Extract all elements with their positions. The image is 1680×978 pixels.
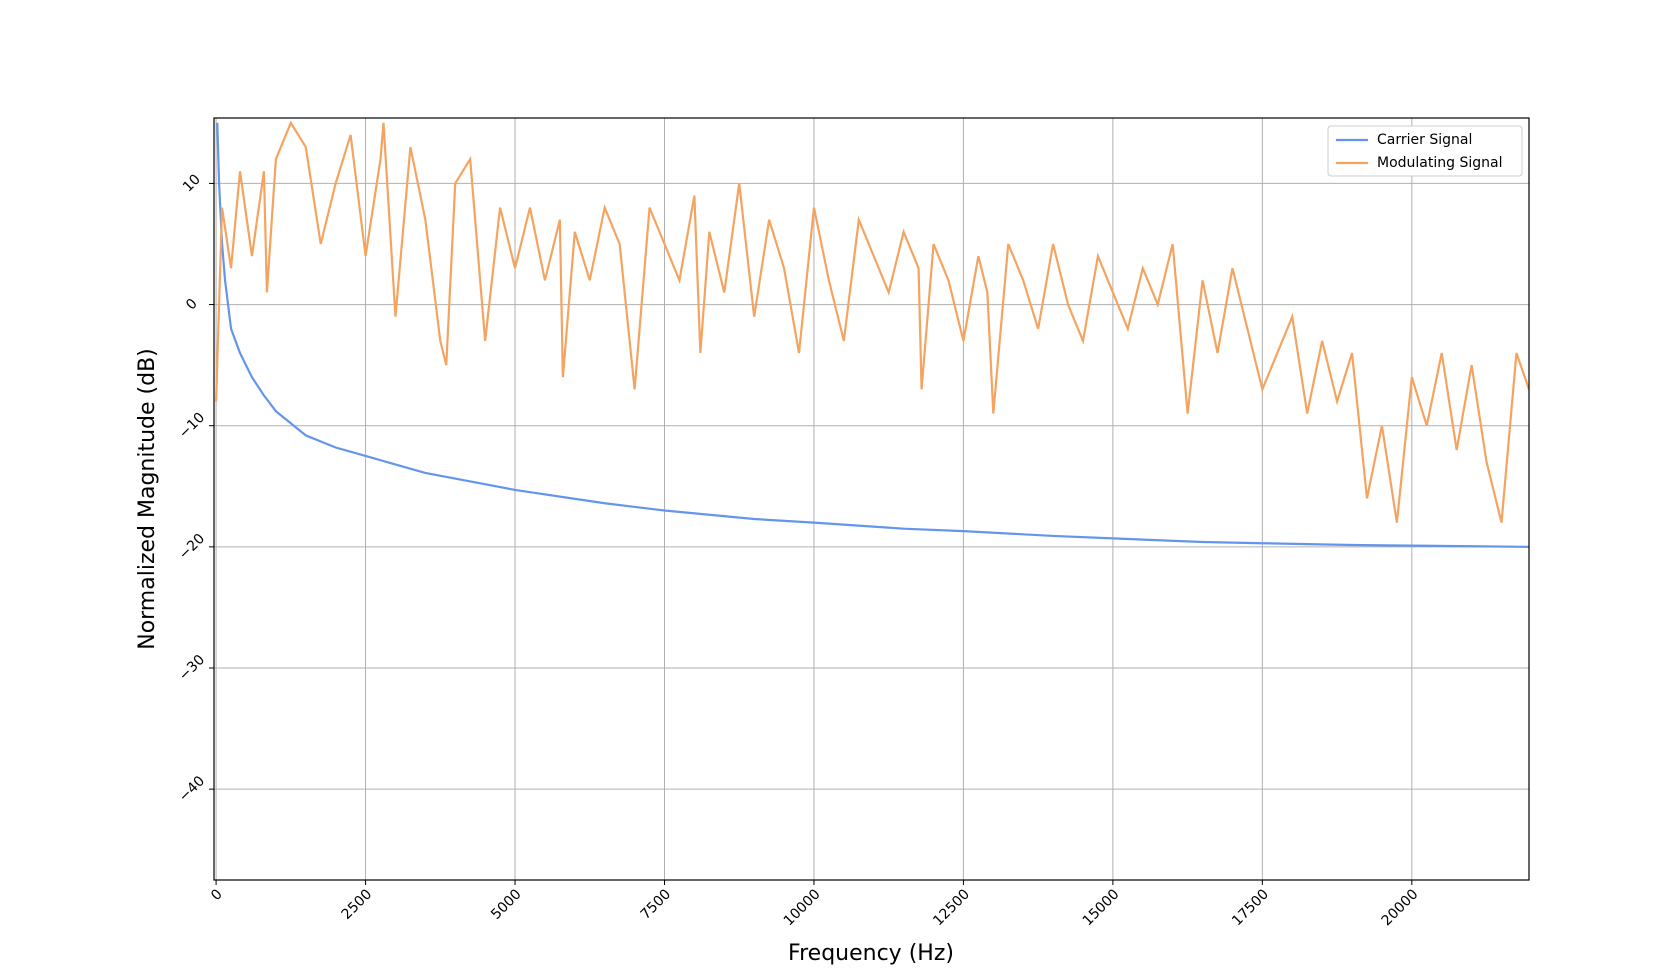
legend-box xyxy=(1327,125,1523,177)
legend-label: Carrier Signal xyxy=(1377,132,1472,148)
x-tick-label: 5000 xyxy=(488,886,525,923)
series-line xyxy=(214,120,1529,523)
x-tick-label: 7500 xyxy=(638,886,675,923)
x-tick-label: 15000 xyxy=(1080,886,1123,929)
y-tick-label: −40 xyxy=(176,773,208,805)
series-line xyxy=(216,122,1529,548)
x-tick-label: 12500 xyxy=(930,886,973,929)
x-tick-label: 10000 xyxy=(781,886,824,929)
legend-label: Modulating Signal xyxy=(1377,155,1502,171)
y-axis-label: Normalized Magnitude (dB) xyxy=(135,348,160,650)
y-tick-label: −30 xyxy=(176,652,208,684)
y-tick-label: −20 xyxy=(176,531,208,563)
x-tick-label: 0 xyxy=(208,886,226,904)
x-axis-label: Frequency (Hz) xyxy=(788,941,954,966)
x-tick-label: 20000 xyxy=(1379,886,1422,929)
plot-frame xyxy=(213,117,1530,881)
x-tick-label: 2500 xyxy=(339,886,376,923)
y-tick-label: 10 xyxy=(180,171,204,195)
y-tick-label: 0 xyxy=(183,296,201,314)
y-tick-label: −10 xyxy=(176,410,208,442)
x-tick-label: 17500 xyxy=(1229,886,1272,929)
